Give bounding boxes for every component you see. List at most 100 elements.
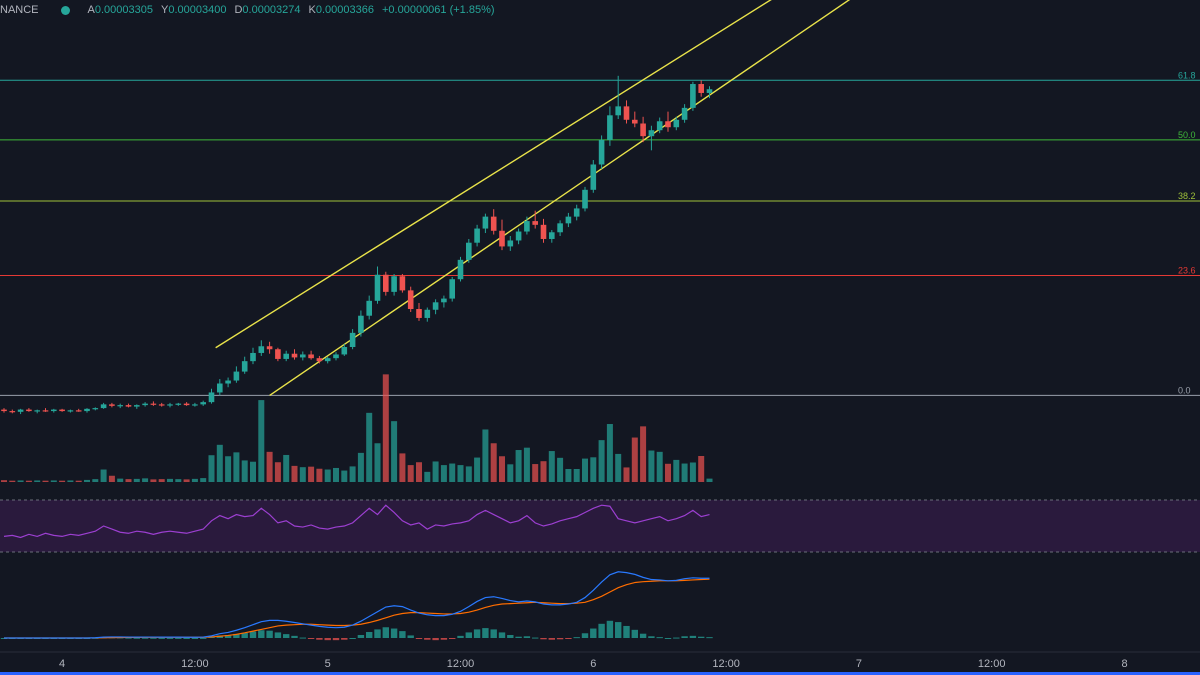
volume-bar — [84, 479, 90, 482]
volume-bar — [689, 462, 696, 482]
candle-body — [308, 354, 314, 359]
x-tick-label: 12:00 — [978, 658, 1006, 670]
macd-histogram-bar — [249, 631, 257, 638]
candle-body — [283, 353, 289, 359]
volume-bar — [432, 461, 439, 482]
volume-bar — [449, 463, 456, 482]
macd-histogram-bar — [307, 638, 315, 639]
macd-histogram-bar — [133, 637, 140, 639]
x-tick-label: 12:00 — [181, 658, 209, 670]
volume-bar — [631, 437, 638, 482]
macd-histogram-bar — [515, 636, 522, 638]
macd-histogram-bar — [316, 638, 323, 640]
candle-body — [549, 232, 555, 239]
volume-bar — [465, 466, 472, 482]
volume-bar — [191, 478, 198, 482]
macd-histogram-bar — [324, 638, 331, 641]
candle-body — [590, 164, 597, 190]
volume-bar — [407, 465, 414, 482]
candle-body — [490, 216, 497, 231]
candle-body — [383, 274, 389, 292]
volume-bar — [698, 456, 705, 482]
volume-bar — [706, 478, 713, 482]
x-tick-label: 8 — [1121, 658, 1127, 670]
x-tick-label: 5 — [325, 658, 331, 670]
macd-histogram-bar — [175, 637, 182, 639]
volume-bar — [175, 479, 182, 482]
candle-body — [607, 115, 613, 140]
macd-histogram-bar — [457, 635, 464, 638]
macd-histogram-bar — [656, 637, 663, 639]
macd-histogram-bar — [158, 637, 165, 639]
macd-histogram-bar — [664, 638, 672, 639]
volume-bar — [499, 456, 505, 482]
volume-bar — [382, 374, 389, 482]
macd-histogram-bar — [631, 629, 638, 638]
macd-histogram-bar — [432, 638, 439, 641]
candle-body — [225, 380, 231, 384]
volume-bar — [515, 450, 522, 482]
candle-body — [17, 409, 24, 412]
macd-histogram-bar — [258, 630, 265, 638]
macd-histogram-bar — [349, 638, 356, 639]
candle-body — [499, 230, 505, 247]
volume-bar — [108, 475, 115, 482]
volume-bar — [167, 478, 173, 482]
candle-body — [266, 346, 273, 350]
macd-histogram-bar — [606, 620, 614, 638]
exchange-label: NANCE — [0, 4, 39, 16]
volume-bar — [183, 479, 190, 482]
candle-body — [233, 371, 240, 381]
volume-bar — [673, 459, 680, 482]
candle-body — [623, 106, 630, 120]
volume-bar — [67, 480, 74, 482]
volume-bar — [216, 444, 223, 482]
macd-histogram-bar — [565, 638, 572, 639]
candle-body — [100, 404, 107, 409]
candle-body — [142, 403, 148, 406]
volume-bar — [9, 480, 16, 482]
x-tick-label: 4 — [59, 658, 65, 670]
volume-bar — [490, 443, 497, 482]
volume-bar — [258, 400, 265, 482]
volume-bar — [17, 480, 24, 482]
macd-histogram-bar — [449, 638, 456, 639]
candle-body — [391, 276, 397, 292]
channel-upper-line — [215, 0, 772, 349]
candle-body — [598, 139, 605, 165]
candle-body — [632, 119, 638, 124]
candle-body — [441, 298, 447, 303]
volume-bar — [357, 452, 364, 482]
macd-histogram-bar — [299, 637, 306, 639]
volume-bar — [75, 480, 82, 482]
volume-bar — [291, 465, 298, 482]
macd-histogram-bar — [274, 632, 282, 638]
candle-body — [457, 259, 464, 280]
candle-body — [565, 216, 572, 224]
volume-bar — [283, 454, 290, 482]
candle-body — [9, 411, 16, 413]
volume-bar — [565, 469, 572, 482]
macd-histogram-bar — [332, 638, 340, 641]
open-value: A0.00003305 — [87, 4, 153, 16]
macd-histogram-bar — [590, 628, 597, 638]
volume-bar — [225, 456, 232, 482]
rsi-line — [3, 504, 710, 539]
macd-histogram-bar — [266, 630, 273, 638]
volume-bar — [200, 478, 207, 482]
fib-level-label: 61.8 — [1178, 70, 1196, 80]
candle-body — [474, 228, 480, 243]
macd-histogram-bar — [648, 636, 655, 638]
candle-body — [407, 290, 414, 310]
volume-bar — [623, 467, 630, 482]
macd-histogram-bar — [374, 629, 381, 638]
status-dot-icon — [60, 5, 70, 15]
candle-body — [117, 405, 123, 407]
candle-body — [125, 405, 132, 407]
volume-bar — [333, 467, 339, 482]
candle-body — [673, 119, 680, 128]
candle-body — [134, 405, 140, 407]
volume-bar — [233, 452, 240, 482]
volume-bar — [399, 453, 406, 482]
